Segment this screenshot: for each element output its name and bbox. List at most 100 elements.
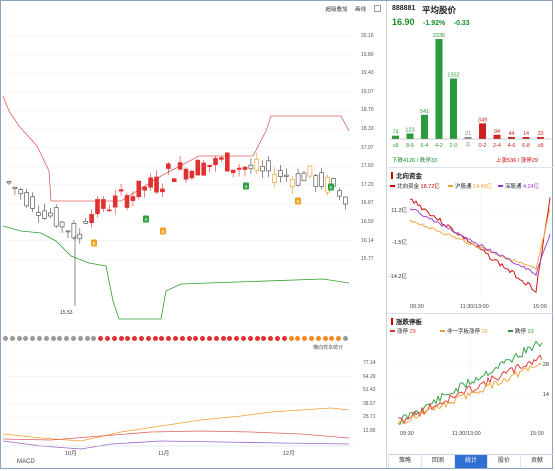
candle-body[interactable] xyxy=(242,166,248,170)
candle-body[interactable] xyxy=(142,186,147,191)
candle-body[interactable] xyxy=(342,196,348,205)
candle-body[interactable] xyxy=(171,178,177,182)
distribution-bar[interactable] xyxy=(537,137,544,139)
legend-item[interactable]: 沪股通 14.48亿 xyxy=(448,182,492,190)
kline-panel[interactable]: 超级叠加 画线 15.53 B S B S B S 20.16 19.80 19.43 19.07… xyxy=(1,1,386,468)
candle-body[interactable] xyxy=(148,177,153,188)
north-fund-chart[interactable]: 11.2亿 -1.5亿 -14.2亿 xyxy=(388,190,553,308)
candle-body[interactable] xyxy=(77,233,83,240)
distribution-bar[interactable] xyxy=(522,137,530,139)
distribution-bar[interactable] xyxy=(479,123,486,139)
candle-body[interactable] xyxy=(53,207,59,227)
distribution-bar[interactable] xyxy=(435,39,443,139)
candle-body[interactable] xyxy=(12,186,18,189)
buy-signal-icon[interactable] xyxy=(295,197,301,205)
distribution-bar[interactable] xyxy=(493,134,501,139)
right-panel: 888881 平均股价 16.90 -1.92% -0.33 74 ≤8 123 8-… xyxy=(388,1,553,468)
candle-body[interactable] xyxy=(65,230,71,233)
signal-dot xyxy=(268,336,274,341)
legend-item[interactable]: 涨停 29 xyxy=(390,327,416,335)
candle-body[interactable] xyxy=(18,189,24,195)
candle-body[interactable] xyxy=(36,212,41,216)
maximize-icon[interactable] xyxy=(374,5,381,12)
distribution-bar[interactable] xyxy=(421,114,428,139)
draw-line-button[interactable]: 画线 xyxy=(354,7,366,13)
candle-body[interactable] xyxy=(107,209,112,212)
buy-signal-icon[interactable] xyxy=(91,239,97,247)
tab-4[interactable]: 贡献 xyxy=(520,455,553,468)
sell-signal-icon[interactable] xyxy=(243,182,249,190)
limit-board-chart[interactable]: 28 14 xyxy=(388,334,553,429)
candle-body[interactable] xyxy=(71,222,77,239)
candle-body[interactable] xyxy=(266,160,271,172)
candle-body[interactable] xyxy=(289,178,295,187)
candle-body[interactable] xyxy=(213,157,218,166)
candle-body[interactable] xyxy=(236,167,242,170)
candle-body[interactable] xyxy=(283,174,289,177)
sample-stat-chart[interactable] xyxy=(1,346,386,456)
candle-body[interactable] xyxy=(59,221,65,228)
candle-body[interactable] xyxy=(154,176,159,193)
distribution-bar[interactable] xyxy=(450,78,457,139)
candle-body[interactable] xyxy=(177,162,183,170)
candle-body[interactable] xyxy=(124,195,130,208)
candle-body[interactable] xyxy=(219,157,224,160)
candle-body[interactable] xyxy=(260,166,266,172)
tab-1[interactable]: 回测 xyxy=(421,455,454,468)
candle-body[interactable] xyxy=(301,172,307,181)
panel-divider[interactable] xyxy=(386,1,387,468)
sell-signal-icon[interactable] xyxy=(143,215,149,223)
distribution-bar[interactable] xyxy=(508,137,515,139)
signal-dot xyxy=(261,336,267,341)
candle-body[interactable] xyxy=(6,181,12,184)
candle-body[interactable] xyxy=(254,158,260,172)
candle-body[interactable] xyxy=(307,165,313,177)
buy-signal-icon[interactable] xyxy=(160,227,166,235)
overlay-button[interactable]: 超级叠加 xyxy=(325,7,348,13)
candle-body[interactable] xyxy=(112,195,118,208)
candle-body[interactable] xyxy=(160,188,165,193)
candle-body[interactable] xyxy=(207,164,212,167)
candle-body[interactable] xyxy=(337,190,342,197)
candle-body[interactable] xyxy=(89,214,94,223)
signal-dot xyxy=(64,336,70,341)
legend-item[interactable]: 北向资金 18.72亿 xyxy=(390,182,440,190)
candle-body[interactable] xyxy=(201,162,206,176)
candle-body[interactable] xyxy=(95,199,100,215)
candle-body[interactable] xyxy=(195,159,201,176)
candle-body[interactable] xyxy=(47,212,53,217)
candle-body[interactable] xyxy=(166,163,171,169)
tab-3[interactable]: 股价 xyxy=(487,455,520,468)
candle-body[interactable] xyxy=(118,189,124,192)
candle-body[interactable] xyxy=(278,170,283,177)
candle-body[interactable] xyxy=(295,173,301,186)
sell-signal-icon[interactable] xyxy=(328,183,334,191)
indicator-label[interactable]: MACD xyxy=(17,459,35,465)
kline-chart[interactable]: 15.53 B S B S B S xyxy=(1,1,386,331)
distribution-bar[interactable] xyxy=(392,135,399,139)
legend-item[interactable]: 非一字板涨停 26 xyxy=(440,327,488,335)
candle-body[interactable] xyxy=(24,192,30,207)
distribution-bar[interactable] xyxy=(406,133,414,139)
candle-body[interactable] xyxy=(83,220,88,224)
candle-body[interactable] xyxy=(225,152,230,172)
candle-body[interactable] xyxy=(319,172,325,187)
candle-body[interactable] xyxy=(42,210,47,219)
candle-body[interactable] xyxy=(248,164,254,170)
candle-body[interactable] xyxy=(230,169,236,174)
candle-body[interactable] xyxy=(136,180,142,198)
candle-body[interactable] xyxy=(130,196,136,201)
candle-body[interactable] xyxy=(313,175,319,187)
legend-item[interactable]: 深股通 4.24亿 xyxy=(498,182,539,190)
candle-body[interactable] xyxy=(189,170,195,179)
legend-item[interactable]: 跌停 33 xyxy=(508,327,534,335)
distribution-bar[interactable] xyxy=(464,137,472,139)
signal-dot xyxy=(213,336,219,341)
tab-2[interactable]: 统计 xyxy=(454,455,487,468)
tab-0[interactable]: 策略 xyxy=(388,455,421,468)
distribution-value: 349 xyxy=(478,117,487,123)
candle-body[interactable] xyxy=(30,196,35,209)
candle-body[interactable] xyxy=(272,174,277,184)
candle-body[interactable] xyxy=(101,199,106,209)
candle-body[interactable] xyxy=(183,168,189,180)
